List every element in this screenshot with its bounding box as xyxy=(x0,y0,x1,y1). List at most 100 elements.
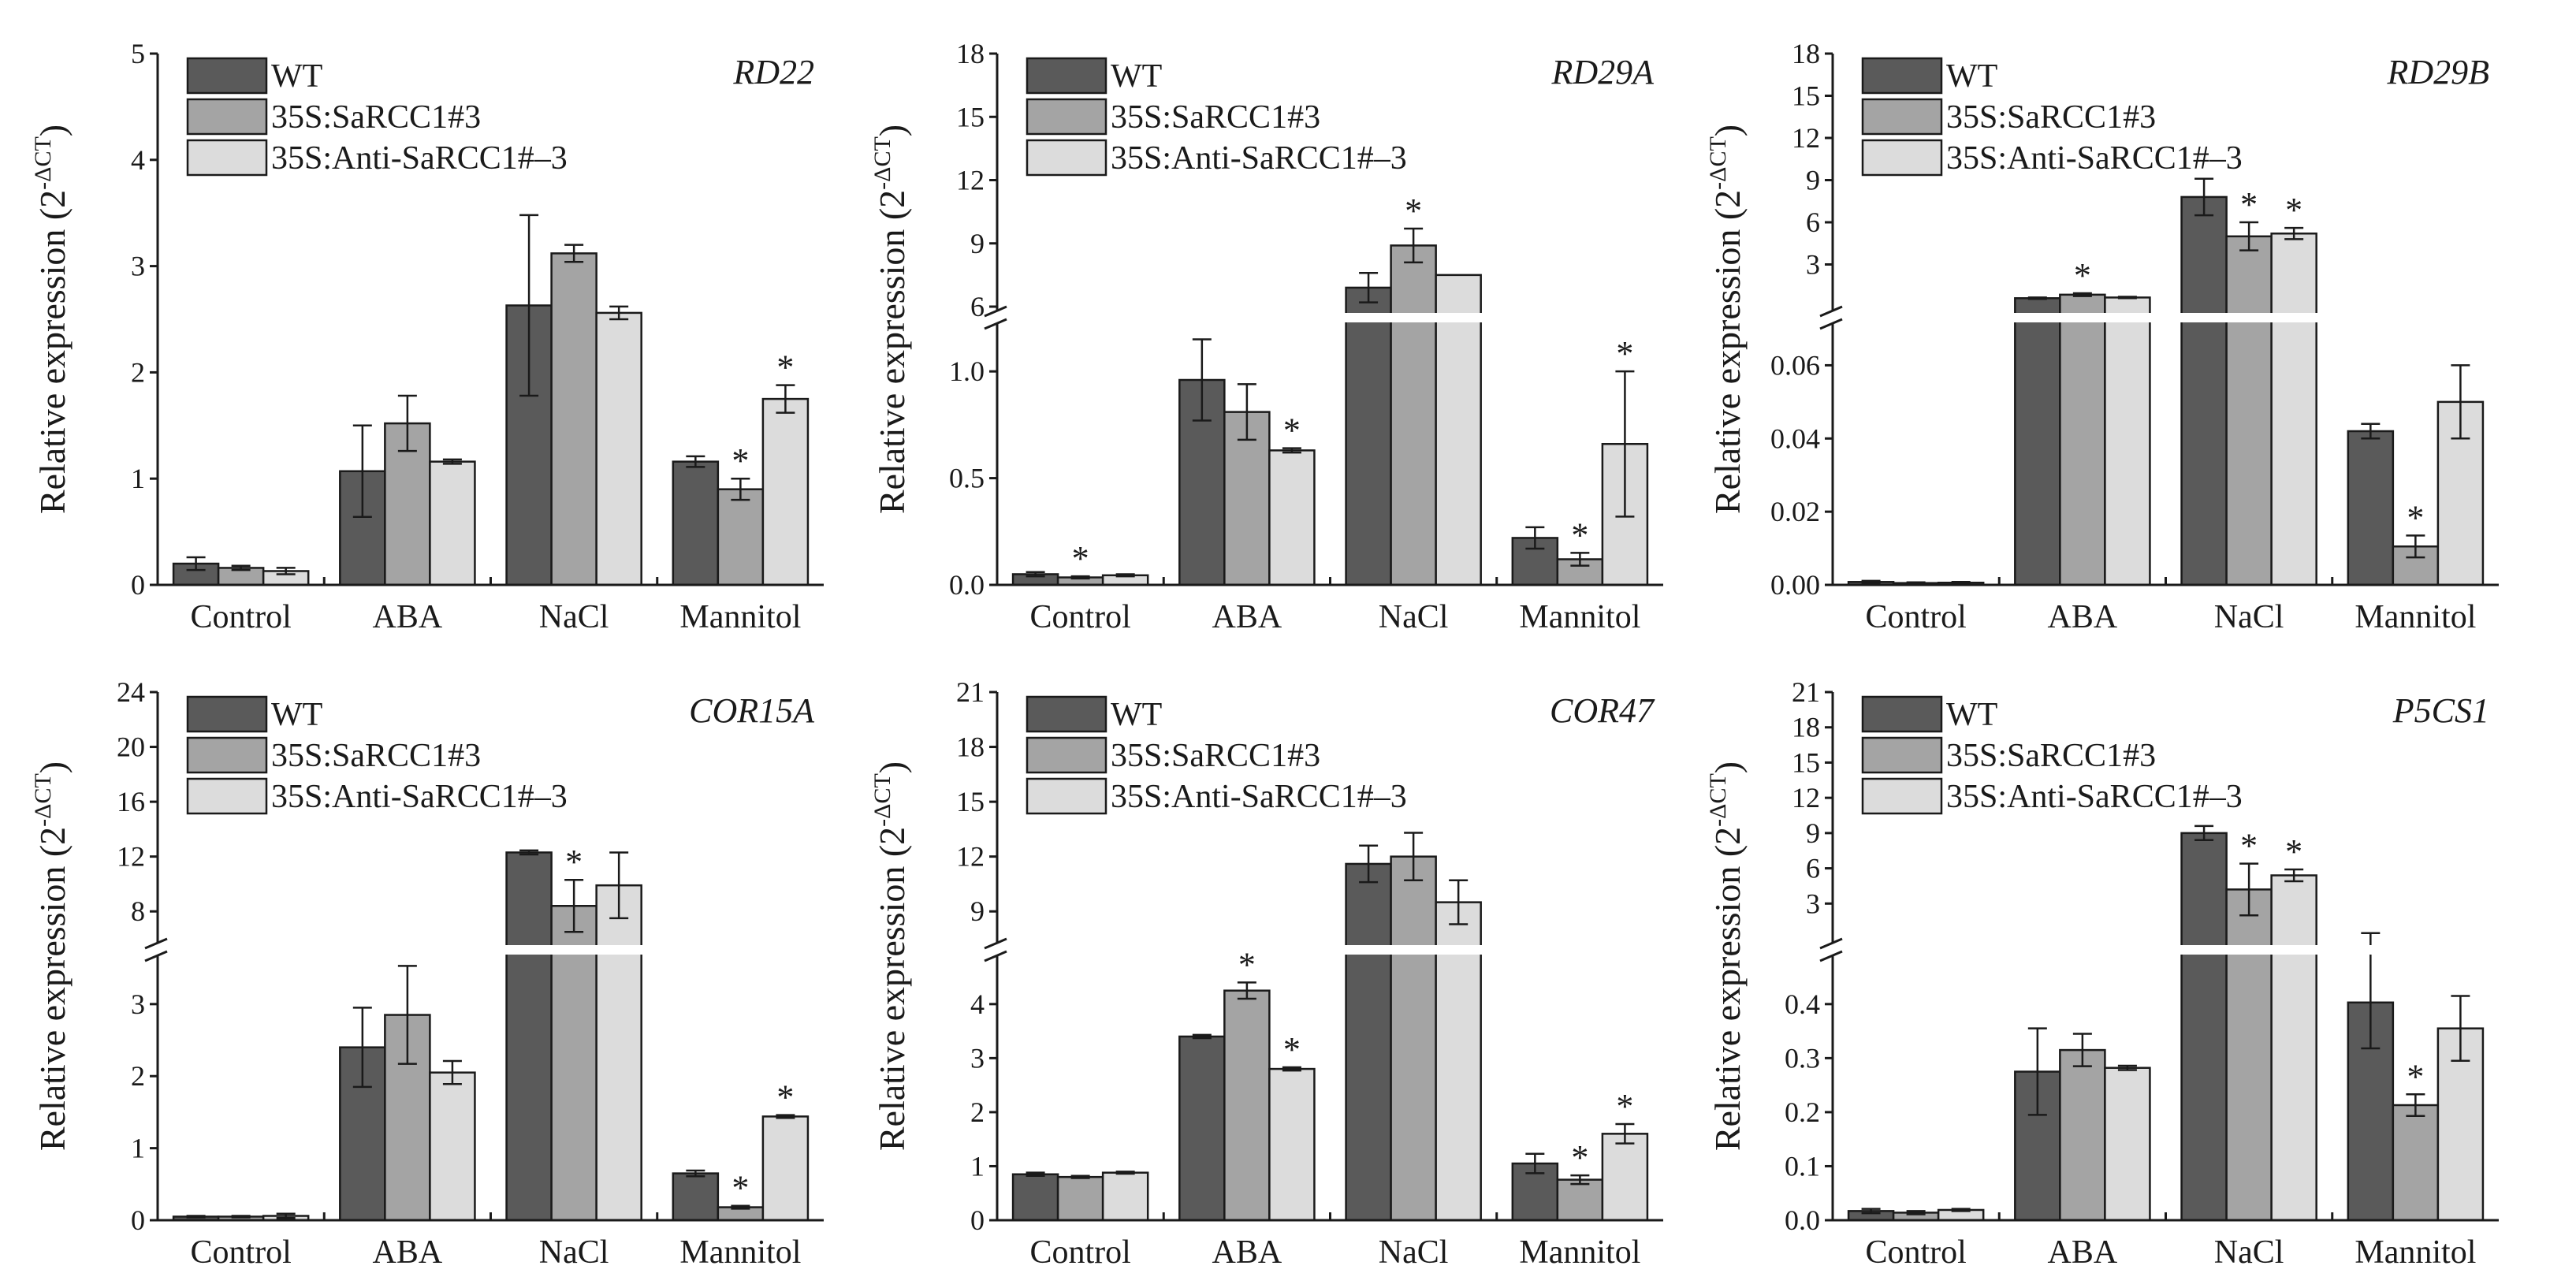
legend-swatch-s1 xyxy=(186,98,268,136)
bar-nacl-s0 xyxy=(2180,195,2228,586)
significance-asterisk: * xyxy=(731,1169,749,1208)
y-tick-label: 0.0 xyxy=(949,569,985,601)
y-axis-label-close: ) xyxy=(872,125,912,136)
bar-nacl-s0 xyxy=(2180,832,2228,1222)
legend-label-s2: 35S:Anti-SaRCC1#–3 xyxy=(1111,779,1407,815)
y-tick-label: 9 xyxy=(970,895,985,927)
y-axis-label-close: ) xyxy=(872,761,912,773)
axis-break-band xyxy=(1833,313,2498,322)
bar-control-s1 xyxy=(1056,1175,1104,1222)
legend-swatch-s2 xyxy=(1026,777,1107,815)
bar-nacl-s1 xyxy=(2225,235,2273,586)
significance-asterisk: * xyxy=(2285,191,2302,229)
x-tick-label-control: Control xyxy=(190,1234,291,1271)
legend-label-s0: WT xyxy=(271,58,322,95)
chart-rd29b: 0.00 0.02 0.04 0.06 3 6 9 12 15 18 Control ABA NaCl M… xyxy=(1705,38,2499,635)
bar-nacl-s1 xyxy=(550,252,597,586)
significance-asterisk: * xyxy=(1072,539,1089,578)
bar-aba-s2 xyxy=(429,1071,476,1222)
x-tick-label-control: Control xyxy=(1029,1234,1130,1271)
x-tick-label-control: Control xyxy=(1029,599,1130,635)
y-axis-label: Relative expression (2-ΔCT) xyxy=(1705,761,1748,1151)
bar-mannitol-s0 xyxy=(672,1172,720,1222)
significance-asterisk: * xyxy=(1283,1030,1301,1069)
x-tick-label-aba: ABA xyxy=(373,1234,443,1271)
axis-break-band xyxy=(998,313,1662,322)
x-tick-label-nacl: NaCl xyxy=(2214,599,2284,635)
y-tick-label: 12 xyxy=(117,841,145,873)
significance-asterisk: * xyxy=(2240,185,2258,224)
significance-asterisk: * xyxy=(776,348,794,387)
chart-title: RD29B xyxy=(2386,53,2489,91)
chart-title: COR15A xyxy=(689,691,815,730)
legend-label-s0: WT xyxy=(271,697,322,733)
x-tick-label-nacl: NaCl xyxy=(1379,1234,1449,1271)
legend-label-s2: 35S:Anti-SaRCC1#–3 xyxy=(271,779,568,815)
legend-label-s0: WT xyxy=(1946,58,1997,95)
axis-break-mark xyxy=(984,318,1007,330)
legend-swatch-s1 xyxy=(1026,736,1107,774)
bar-nacl-s1 xyxy=(1390,244,1437,586)
legend-swatch-s1 xyxy=(1026,98,1107,136)
y-tick-label: 1.0 xyxy=(949,356,985,387)
legend-label-s1: 35S:SaRCC1#3 xyxy=(1111,99,1320,136)
y-axis-label-exponent: -ΔCT xyxy=(869,136,895,190)
y-axis-label-main: Relative expression (2 xyxy=(32,190,73,514)
legend-swatch-s2 xyxy=(1026,139,1107,177)
axis-break-mark xyxy=(144,937,168,950)
y-tick-label: 15 xyxy=(956,786,985,817)
x-tick-label-nacl: NaCl xyxy=(2214,1234,2284,1271)
significance-asterisk: * xyxy=(2407,1057,2424,1096)
y-axis-label-main: Relative expression (2 xyxy=(872,827,912,1151)
y-tick-label: 15 xyxy=(1792,80,1820,112)
legend-swatch-s0 xyxy=(1026,57,1107,95)
y-tick-label: 0 xyxy=(131,569,145,601)
significance-asterisk: * xyxy=(2407,498,2424,537)
chart-title: COR47 xyxy=(1550,691,1655,730)
y-tick-label: 9 xyxy=(1806,817,1820,849)
y-axis-label-main: Relative expression (2 xyxy=(1707,827,1748,1151)
y-tick-label: 12 xyxy=(956,165,985,196)
legend-label-s2: 35S:Anti-SaRCC1#–3 xyxy=(1946,779,2243,815)
y-tick-label: 18 xyxy=(956,38,985,69)
significance-asterisk: * xyxy=(565,843,583,881)
y-tick-label: 0.1 xyxy=(1785,1150,1820,1182)
bar-control-s2 xyxy=(1101,1171,1149,1222)
y-tick-label: 6 xyxy=(970,291,985,322)
y-tick-label: 12 xyxy=(1792,782,1820,813)
legend-label-s1: 35S:SaRCC1#3 xyxy=(1946,99,2156,136)
x-tick-label-mannitol: Mannitol xyxy=(1519,599,1640,635)
legend-label-s1: 35S:SaRCC1#3 xyxy=(1111,738,1320,774)
legend-swatch-s1 xyxy=(1861,736,1943,774)
legend-label-s0: WT xyxy=(1946,697,1997,733)
y-tick-label: 3 xyxy=(131,251,145,282)
y-axis-label: Relative expression (2-ΔCT) xyxy=(869,761,912,1151)
significance-asterisk: * xyxy=(1571,1138,1588,1177)
x-tick-label-aba: ABA xyxy=(373,599,443,635)
y-tick-label: 0.4 xyxy=(1785,988,1820,1020)
y-axis-label-exponent: -ΔCT xyxy=(1705,773,1731,827)
significance-asterisk: * xyxy=(1571,516,1588,554)
legend-swatch-s0 xyxy=(186,57,268,95)
legend-label-s0: WT xyxy=(1111,697,1162,733)
y-tick-label: 0.00 xyxy=(1770,569,1820,601)
x-tick-label-mannitol: Mannitol xyxy=(679,599,801,635)
y-tick-label: 1 xyxy=(131,463,145,494)
bar-aba-s1 xyxy=(1223,989,1271,1222)
y-axis-label-exponent: -ΔCT xyxy=(1705,136,1731,190)
y-tick-label: 4 xyxy=(131,144,145,176)
y-tick-label: 2 xyxy=(970,1096,985,1128)
y-tick-label: 15 xyxy=(956,101,985,132)
legend-swatch-s1 xyxy=(1861,98,1943,136)
axis-break-band xyxy=(998,945,1662,955)
bar-mannitol-s2 xyxy=(761,1115,810,1222)
y-tick-label: 3 xyxy=(1806,249,1820,281)
axis-break-band xyxy=(158,945,823,955)
legend-swatch-s1 xyxy=(186,736,268,774)
axis-break-mark xyxy=(1819,950,1843,962)
y-tick-label: 21 xyxy=(1792,676,1820,708)
y-axis-label: Relative expression (2-ΔCT) xyxy=(30,761,73,1151)
y-tick-label: 0.5 xyxy=(949,463,985,494)
y-tick-label: 1 xyxy=(970,1150,985,1182)
